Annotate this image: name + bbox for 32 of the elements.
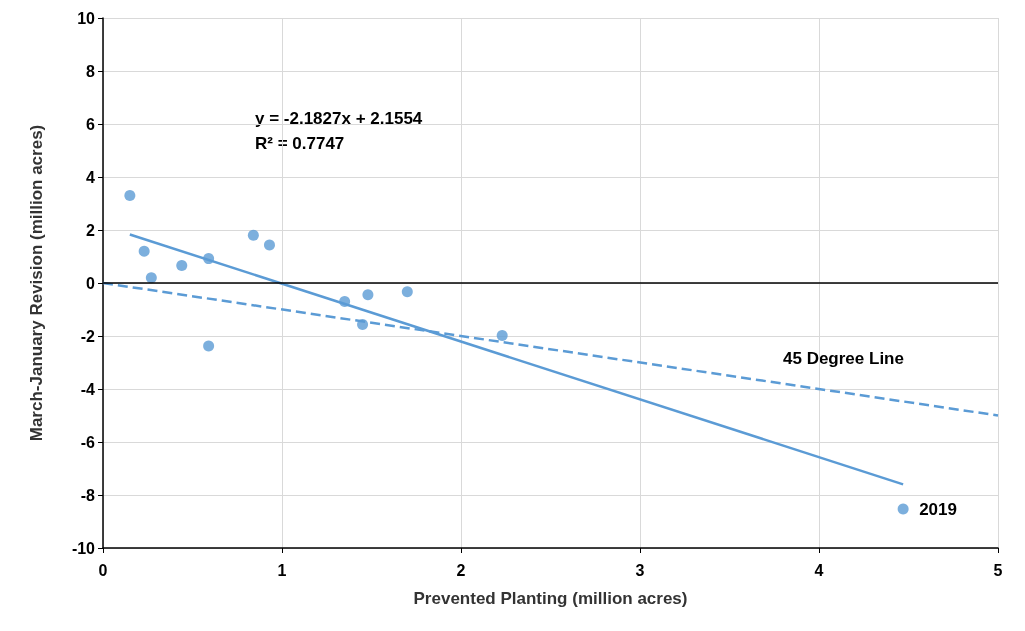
point: [496, 329, 508, 341]
point: [203, 340, 215, 352]
x-axis-title: Prevented Planting (million acres): [413, 589, 688, 608]
point: [362, 289, 374, 301]
y-tick-label: -10: [71, 539, 96, 557]
y-tick-label: 4: [86, 168, 96, 186]
point: [401, 286, 413, 298]
y-axis-title: March-January Revision (million acres): [27, 124, 46, 442]
point: [145, 272, 157, 284]
x-tick-label: 4: [814, 561, 824, 579]
point: [124, 190, 136, 202]
point: [247, 229, 259, 241]
point: [897, 503, 909, 515]
annotation: 2019: [919, 499, 957, 519]
x-tick-label: 1: [277, 561, 287, 579]
y-tick-label: -4: [80, 380, 96, 398]
y-tick-label: 0: [86, 274, 96, 292]
x-tick-label: 5: [993, 561, 1003, 579]
x-tick-label: 0: [98, 561, 108, 579]
x-tick-label: 2: [456, 561, 466, 579]
point: [138, 245, 150, 257]
y-tick-label: 6: [86, 115, 96, 133]
annotation: 45 Degree Line: [783, 349, 904, 368]
y-tick-label: 10: [77, 9, 96, 27]
y-tick-label: -8: [80, 486, 96, 504]
point: [263, 239, 275, 251]
x-tick-label: 3: [635, 561, 645, 579]
y-tick-label: 8: [86, 62, 96, 80]
y-tick-label: -6: [80, 433, 96, 451]
point: [176, 260, 188, 272]
y-tick-label: -2: [80, 327, 96, 345]
y-tick-label: 2: [86, 221, 96, 239]
